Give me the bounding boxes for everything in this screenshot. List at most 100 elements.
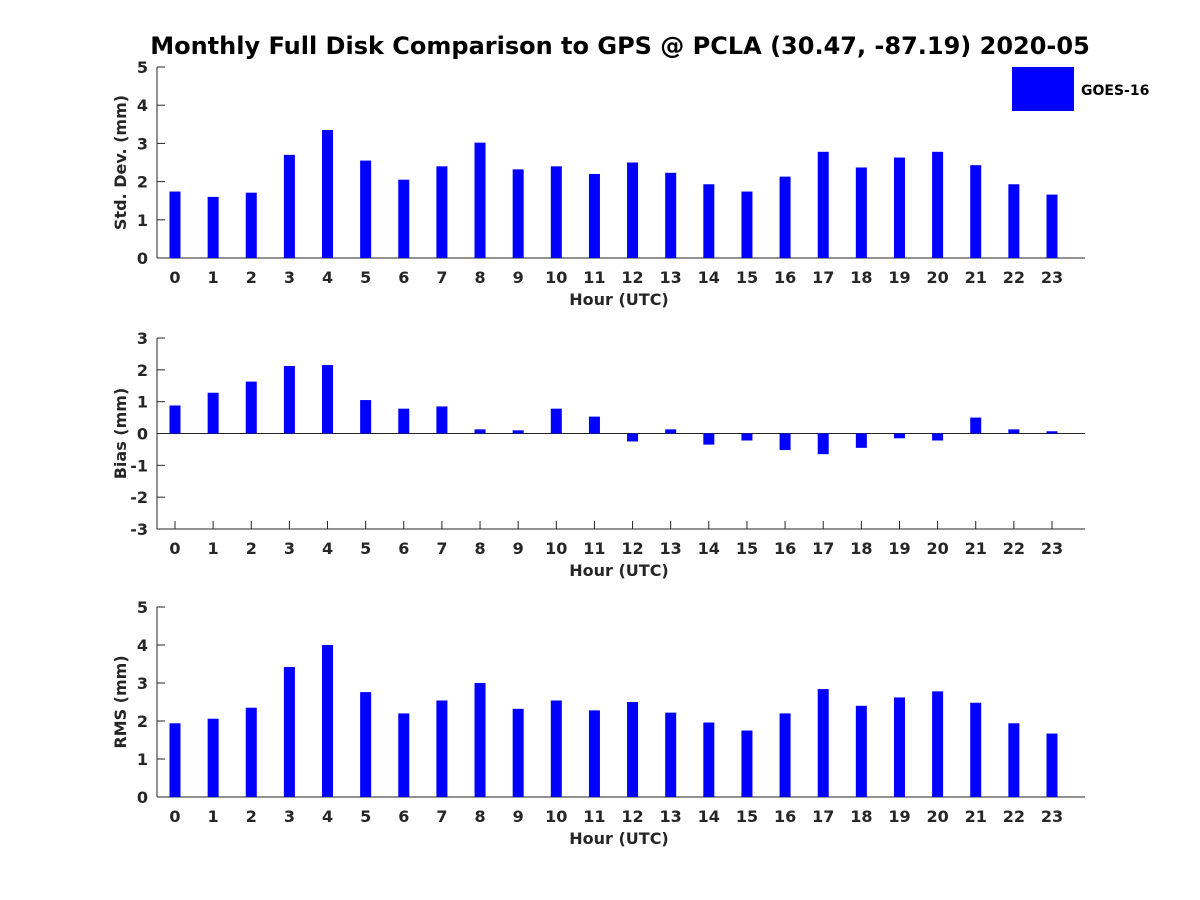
rms-bar <box>817 689 829 797</box>
rms-x-axis-label: Hour (UTC) <box>569 829 669 848</box>
rms-xtick-label: 19 <box>888 807 910 826</box>
std-dev-bar <box>360 160 372 258</box>
rms-bar <box>741 730 753 797</box>
bias-bar <box>474 429 486 434</box>
bias-xtick-label: 21 <box>965 539 987 558</box>
std-dev-ytick-label: 3 <box>137 134 148 153</box>
rms-xtick-label: 23 <box>1041 807 1063 826</box>
bias-xtick-label: 22 <box>1003 539 1025 558</box>
rms-bar <box>169 723 181 797</box>
std-dev-xtick-label: 2 <box>246 268 257 287</box>
std-dev-xtick-label: 11 <box>583 268 605 287</box>
std-dev-xtick-label: 20 <box>926 268 948 287</box>
rms-bar <box>1008 723 1020 797</box>
std-dev-xtick-label: 16 <box>774 268 796 287</box>
bias-bar <box>970 417 982 434</box>
std-dev-bar <box>1046 194 1058 258</box>
bias-xtick-label: 5 <box>360 539 371 558</box>
rms-xtick-label: 9 <box>513 807 524 826</box>
bias-bar <box>932 433 944 441</box>
bias-bar <box>398 408 410 434</box>
bias-xtick-label: 10 <box>545 539 567 558</box>
rms-xtick-label: 8 <box>474 807 485 826</box>
rms-xtick-label: 4 <box>322 807 333 826</box>
bias-xtick-label: 17 <box>812 539 834 558</box>
bias-bar <box>779 433 791 451</box>
rms-xtick-label: 5 <box>360 807 371 826</box>
rms-bar <box>474 683 486 797</box>
rms-bar <box>360 692 372 797</box>
std-dev-bar <box>245 192 257 258</box>
rms-xtick-label: 22 <box>1003 807 1025 826</box>
rms-bar <box>398 713 410 797</box>
bias-bar <box>665 429 677 434</box>
rms-xtick-label: 20 <box>926 807 948 826</box>
rms-ytick-label: 2 <box>137 712 148 731</box>
bias-xtick-label: 1 <box>208 539 219 558</box>
bias-xtick-label: 8 <box>474 539 485 558</box>
rms-bar <box>970 702 982 797</box>
rms-ytick-label: 5 <box>137 598 148 617</box>
rms-bar <box>283 667 295 797</box>
rms-bar <box>207 718 219 797</box>
legend-swatch <box>1012 67 1074 111</box>
rms-bar <box>665 712 677 797</box>
rms-bar <box>932 691 944 797</box>
rms-xtick-label: 1 <box>208 807 219 826</box>
std-dev-xtick-label: 0 <box>169 268 180 287</box>
rms-xtick-label: 12 <box>621 807 643 826</box>
bias-xtick-label: 0 <box>169 539 180 558</box>
std-dev-bar <box>893 157 905 258</box>
rms-xtick-label: 14 <box>698 807 720 826</box>
bias-bar <box>322 365 334 434</box>
std-dev-xtick-label: 23 <box>1041 268 1063 287</box>
bias-xtick-label: 16 <box>774 539 796 558</box>
bias-xtick-label: 13 <box>660 539 682 558</box>
rms-bar <box>627 702 639 797</box>
rms-bar <box>245 707 257 797</box>
bias-bar <box>360 400 372 434</box>
std-dev-xtick-label: 14 <box>698 268 720 287</box>
bias-xtick-label: 20 <box>926 539 948 558</box>
std-dev-bar <box>703 184 715 258</box>
bias-bar <box>512 430 524 434</box>
std-dev-xtick-label: 5 <box>360 268 371 287</box>
rms-xtick-label: 10 <box>545 807 567 826</box>
rms-y-axis-label: RMS (mm) <box>111 655 130 748</box>
std-dev-xtick-label: 13 <box>660 268 682 287</box>
std-dev-xtick-label: 1 <box>208 268 219 287</box>
std-dev-xtick-label: 9 <box>513 268 524 287</box>
bias-bar <box>436 406 448 434</box>
std-dev-bar <box>665 172 677 258</box>
std-dev-bar <box>855 167 867 258</box>
std-dev-xtick-label: 18 <box>850 268 872 287</box>
std-dev-ytick-label: 0 <box>137 249 148 268</box>
rms-xtick-label: 2 <box>246 807 257 826</box>
bias-bar <box>588 416 600 434</box>
std-dev-bar <box>512 169 524 258</box>
bias-xtick-label: 12 <box>621 539 643 558</box>
std-dev-xtick-label: 10 <box>545 268 567 287</box>
rms-bar <box>436 700 448 797</box>
bias-bar <box>741 433 753 441</box>
rms-xtick-label: 17 <box>812 807 834 826</box>
rms-ytick-label: 1 <box>137 750 148 769</box>
std-dev-bar <box>436 166 448 258</box>
rms-xtick-label: 0 <box>169 807 180 826</box>
rms-bar <box>1046 733 1058 797</box>
rms-bar <box>512 708 524 797</box>
std-dev-bar <box>932 151 944 258</box>
rms-xtick-label: 7 <box>436 807 447 826</box>
bias-bar <box>703 433 715 445</box>
bias-xtick-label: 11 <box>583 539 605 558</box>
bias-xtick-label: 6 <box>398 539 409 558</box>
rms-ytick-label: 4 <box>137 636 148 655</box>
bias-bar <box>283 366 295 434</box>
bias-xtick-label: 15 <box>736 539 758 558</box>
std-dev-xtick-label: 4 <box>322 268 333 287</box>
bias-ytick-label: 0 <box>137 425 148 444</box>
std-dev-xtick-label: 22 <box>1003 268 1025 287</box>
